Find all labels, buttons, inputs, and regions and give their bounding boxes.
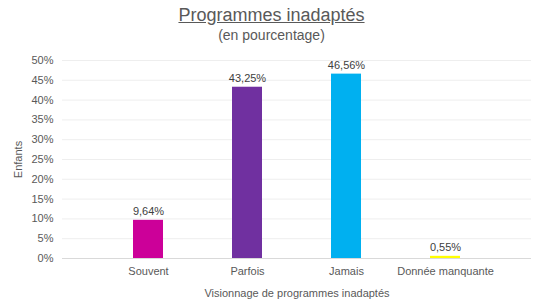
svg-text:30%: 30%: [31, 133, 53, 145]
svg-text:40%: 40%: [31, 94, 53, 106]
svg-text:9,64%: 9,64%: [133, 205, 164, 217]
svg-text:Souvent: Souvent: [128, 265, 168, 277]
svg-text:Donnée manquante: Donnée manquante: [397, 265, 494, 277]
html-text:Programmes inadaptés: Programmes inadaptés: [178, 5, 365, 25]
svg-text:35%: 35%: [31, 113, 53, 125]
svg-text:Enfants: Enfants: [12, 140, 24, 178]
svg-text:50%: 50%: [31, 54, 53, 66]
svg-text:20%: 20%: [31, 173, 53, 185]
html-text:(en pourcentage): (en pourcentage): [218, 27, 325, 43]
svg-text:46,56%: 46,56%: [328, 59, 366, 71]
svg-text:10%: 10%: [31, 212, 53, 224]
svg-text:0%: 0%: [38, 252, 54, 264]
svg-text:45%: 45%: [31, 74, 53, 86]
svg-text:5%: 5%: [38, 232, 54, 244]
svg-text:25%: 25%: [31, 153, 53, 165]
svg-text:0,55%: 0,55%: [430, 241, 461, 253]
svg-text:43,25%: 43,25%: [229, 72, 267, 84]
svg-text:Visionnage de programmes inada: Visionnage de programmes inadaptés: [204, 287, 390, 299]
svg-text:Parfois: Parfois: [230, 265, 265, 277]
svg-text:Jamais: Jamais: [329, 265, 364, 277]
svg-text:15%: 15%: [31, 193, 53, 205]
